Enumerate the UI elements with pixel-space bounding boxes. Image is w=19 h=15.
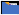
Case 4 xyxy=(12,11,13,12)
Line: Case 4: Case 4 xyxy=(0,3,19,15)
Line: Case 2: Case 2 xyxy=(0,4,19,15)
